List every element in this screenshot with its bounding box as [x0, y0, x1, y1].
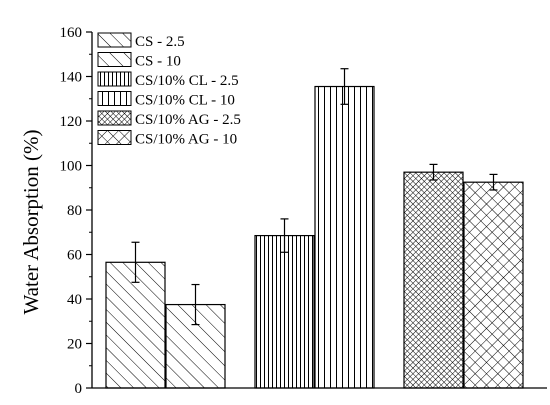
legend-swatch-5: [97, 110, 132, 126]
legend: CS - 2.5 CS - 10 CS/10% CL - 2.5 CS/10% CL …: [97, 32, 241, 148]
y-tick-label-0: 0: [75, 381, 83, 397]
y-tick-label-40: 40: [67, 292, 82, 308]
bar-4: [314, 85, 375, 389]
legend-label-2: CS - 10: [135, 54, 181, 70]
legend-label-3: CS/10% CL - 2.5: [135, 73, 239, 89]
y-tick-label-60: 60: [67, 248, 82, 264]
legend-swatch-1: [97, 32, 132, 48]
bars-layer: [105, 85, 524, 389]
axes-layer: 0 20 40 60 80 100 120 140 160: [60, 25, 547, 397]
legend-swatch-3: [97, 71, 132, 87]
legend-label-1: CS - 2.5: [135, 34, 185, 50]
y-tick-label-20: 20: [67, 337, 82, 353]
y-tick-label-160: 160: [60, 25, 83, 41]
y-axis-title: Water Absorption (%): [19, 130, 43, 315]
legend-label-4: CS/10% CL - 10: [135, 93, 235, 109]
legend-swatch-6: [97, 130, 132, 145]
legend-label-5: CS/10% AG - 2.5: [135, 112, 241, 128]
legend-swatch-2: [97, 52, 132, 67]
y-tick-label-140: 140: [60, 70, 83, 86]
bar-3: [254, 234, 315, 389]
y-tick-label-100: 100: [60, 159, 83, 175]
bar-5: [403, 171, 464, 389]
error-bars-layer: [131, 68, 498, 326]
y-tick-label-120: 120: [60, 114, 83, 130]
legend-swatch-4: [97, 91, 132, 106]
bar-1: [105, 261, 166, 389]
legend-label-6: CS/10% AG - 10: [135, 132, 237, 148]
y-tick-label-80: 80: [67, 203, 82, 219]
bar-6: [463, 181, 524, 389]
